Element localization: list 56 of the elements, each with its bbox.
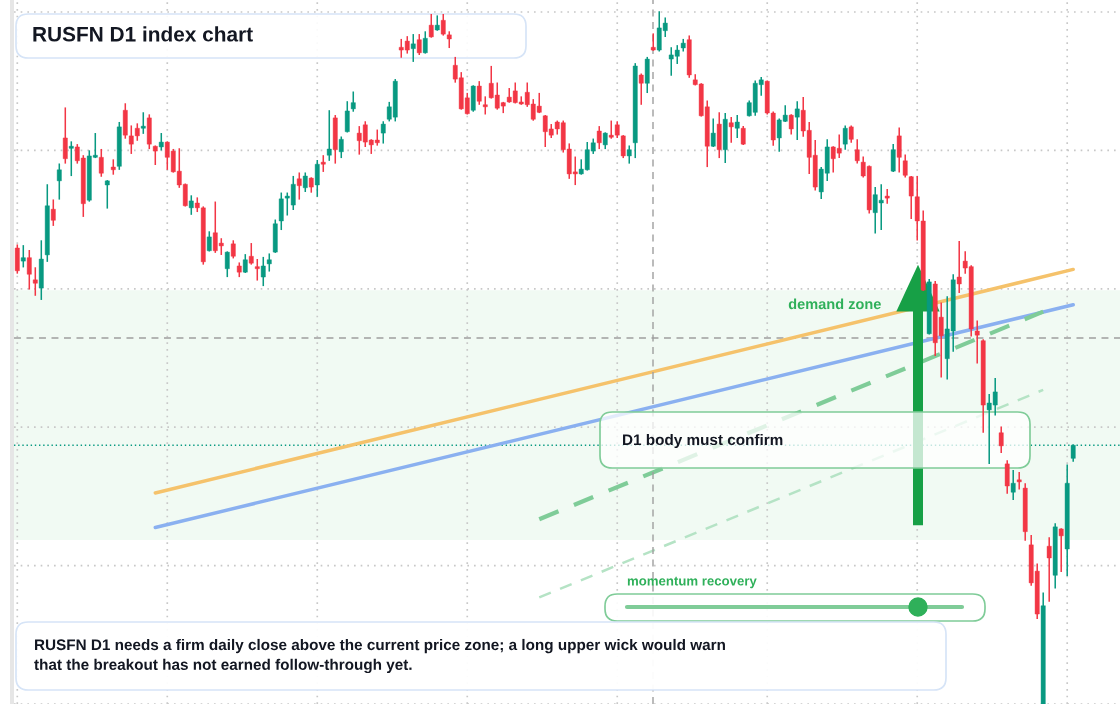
candlestick <box>1010 470 1016 500</box>
candlestick <box>380 121 386 144</box>
candlestick <box>956 240 962 294</box>
candlestick <box>206 231 212 252</box>
candlestick <box>650 33 656 51</box>
candlestick <box>410 34 416 62</box>
candlestick <box>32 267 38 296</box>
candlestick <box>710 118 716 148</box>
candlestick <box>428 14 434 38</box>
text: RUSFN D1 index chart <box>33 26 253 42</box>
candlestick <box>260 256 266 287</box>
candlestick <box>596 126 602 150</box>
annotation: momentum recovery <box>627 576 757 589</box>
annotation: RUSFN D1 needs a firm daily close above the current price zone; a long upper wick would warn that the breakout has not earned follow-through yet. <box>34 638 725 674</box>
candlestick <box>422 31 428 54</box>
candlestick <box>20 245 26 268</box>
band-label: demand zone <box>788 298 881 310</box>
candlestick <box>104 180 110 209</box>
candlestick <box>794 101 800 141</box>
candlestick <box>998 426 1004 453</box>
candlestick <box>416 34 422 55</box>
candlestick <box>896 127 902 173</box>
candlestick <box>638 73 644 105</box>
candlestick <box>26 249 32 290</box>
candlestick <box>476 81 482 105</box>
candlestick <box>50 199 56 226</box>
candlestick <box>1016 472 1022 490</box>
candlestick <box>1004 460 1010 494</box>
candlestick <box>344 101 350 133</box>
candlestick <box>338 136 344 159</box>
annotation: D1 body must confirm <box>623 433 783 449</box>
candlestick <box>788 114 794 135</box>
candlestick <box>314 160 320 197</box>
candlestick <box>98 148 104 177</box>
candlestick <box>728 117 734 143</box>
candlestick <box>296 172 302 200</box>
candlestick <box>254 258 260 281</box>
candlestick <box>326 110 332 161</box>
candlestick <box>1058 528 1064 572</box>
candlestick <box>1046 537 1052 602</box>
candlestick <box>734 115 740 139</box>
candlestick <box>224 251 230 278</box>
candlestick <box>140 112 146 134</box>
candlestick <box>842 125 848 150</box>
candlestick <box>350 91 356 112</box>
candlestick <box>974 320 980 364</box>
candlestick <box>68 141 74 177</box>
candlestick <box>884 189 890 204</box>
candlestick <box>854 139 860 164</box>
candlestick <box>56 163 62 200</box>
candlestick <box>902 154 908 178</box>
candlestick <box>482 96 488 115</box>
candlestick <box>248 243 254 265</box>
candlestick <box>890 144 896 172</box>
candlestick <box>14 244 20 274</box>
candlestick <box>62 107 68 164</box>
